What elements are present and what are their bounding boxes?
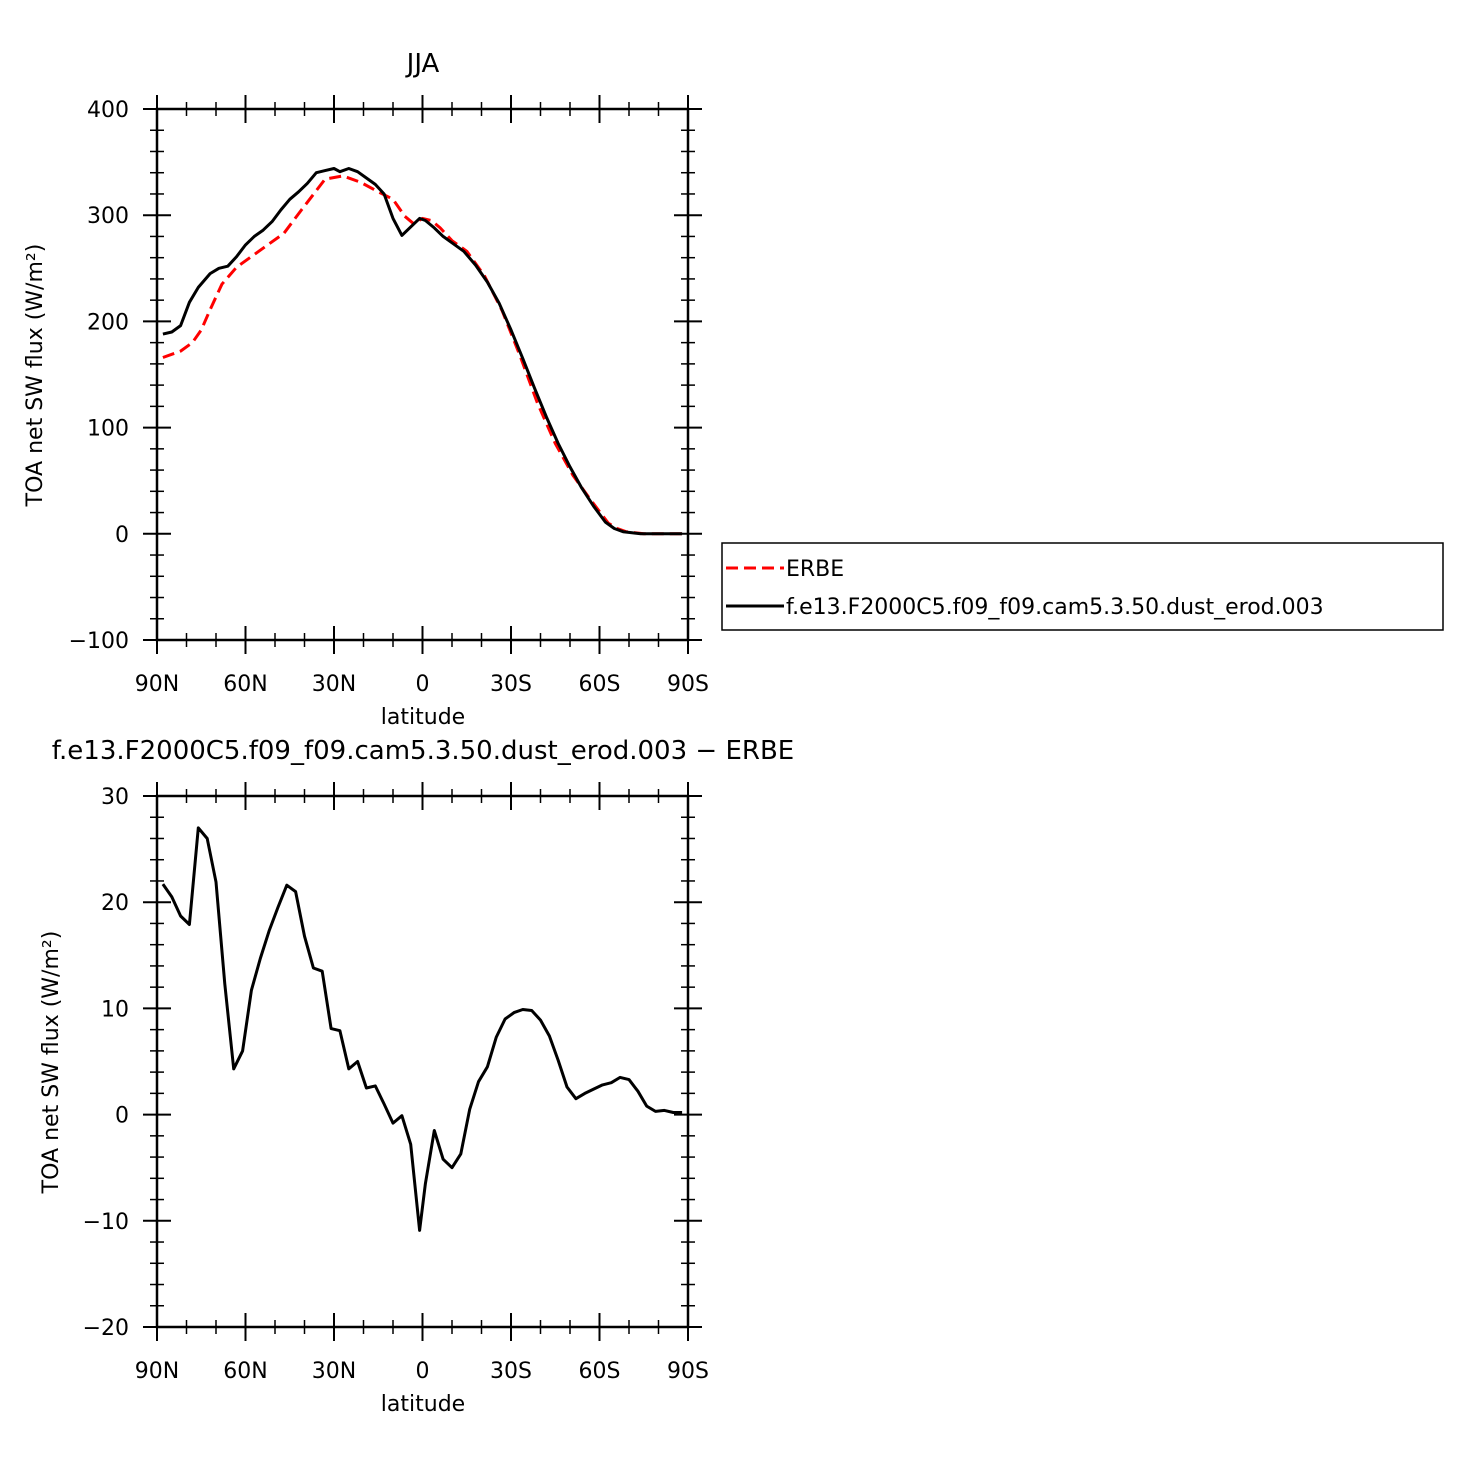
legend-erbe-label: ERBE (786, 557, 844, 582)
x-tick-label: 30S (490, 1359, 532, 1384)
y-tick-label: 30 (101, 785, 129, 810)
series-line-model (161, 826, 683, 1232)
top-x-axis-label: latitude (381, 705, 465, 730)
series-line-model (162, 167, 683, 536)
x-tick-label: 90S (667, 672, 709, 697)
bottom-x-axis-label: latitude (381, 1392, 465, 1417)
top-chart-title: JJA (405, 49, 440, 79)
x-tick-label: 0 (416, 672, 430, 697)
bottom-y-axis-label: TOA net SW flux (W/m²) (39, 931, 64, 1195)
y-tick-label: 20 (101, 891, 129, 916)
series-line-erbe (162, 174, 683, 536)
x-tick-label: 30S (490, 672, 532, 697)
x-tick-label: 90S (667, 1359, 709, 1384)
y-tick-label: 10 (101, 997, 129, 1022)
y-tick-label: −10 (83, 1210, 129, 1235)
top-plot-frame (155, 107, 690, 642)
x-tick-label: 60N (223, 1359, 267, 1384)
top-y-axis-label: TOA net SW flux (W/m²) (23, 244, 48, 508)
y-tick-label: 100 (87, 417, 129, 442)
legend-model-label: f.e13.F2000C5.f09_f09.cam5.3.50.dust_ero… (786, 595, 1324, 620)
x-tick-label: 60S (579, 672, 621, 697)
legend-box (721, 542, 1444, 631)
top-panel: JJA −100 0 100 200 300 400 90N 60N 30N 0 30S 60S 90S… (23, 49, 709, 730)
legend: ERBE f.e13.F2000C5.f09_f09.cam5.3.50.dus… (721, 542, 1444, 631)
x-tick-label: 0 (416, 1359, 430, 1384)
y-tick-label: 0 (115, 523, 129, 548)
x-tick-label: 90N (135, 1359, 179, 1384)
y-tick-label: 0 (115, 1104, 129, 1129)
x-tick-label: 60S (579, 1359, 621, 1384)
bottom-ticks: −20 −10 0 10 20 30 90N 60N 30N 0 30S 60S 90S (83, 782, 709, 1384)
x-tick-label: 60N (223, 672, 267, 697)
bottom-series (161, 826, 683, 1232)
y-tick-label: 200 (87, 310, 129, 335)
top-ticks: −100 0 100 200 300 400 90N 60N 30N 0 30S 60S 90S (69, 95, 709, 697)
top-series (162, 167, 683, 536)
y-tick-label: 300 (87, 204, 129, 229)
x-tick-label: 30N (312, 672, 356, 697)
y-tick-label: 400 (87, 98, 129, 123)
y-tick-label: −100 (69, 629, 129, 654)
x-tick-label: 30N (312, 1359, 356, 1384)
x-tick-label: 90N (135, 672, 179, 697)
bottom-chart-title: f.e13.F2000C5.f09_f09.cam5.3.50.dust_ero… (52, 736, 794, 766)
bottom-panel: f.e13.F2000C5.f09_f09.cam5.3.50.dust_ero… (39, 736, 794, 1417)
y-tick-label: −20 (83, 1316, 129, 1341)
